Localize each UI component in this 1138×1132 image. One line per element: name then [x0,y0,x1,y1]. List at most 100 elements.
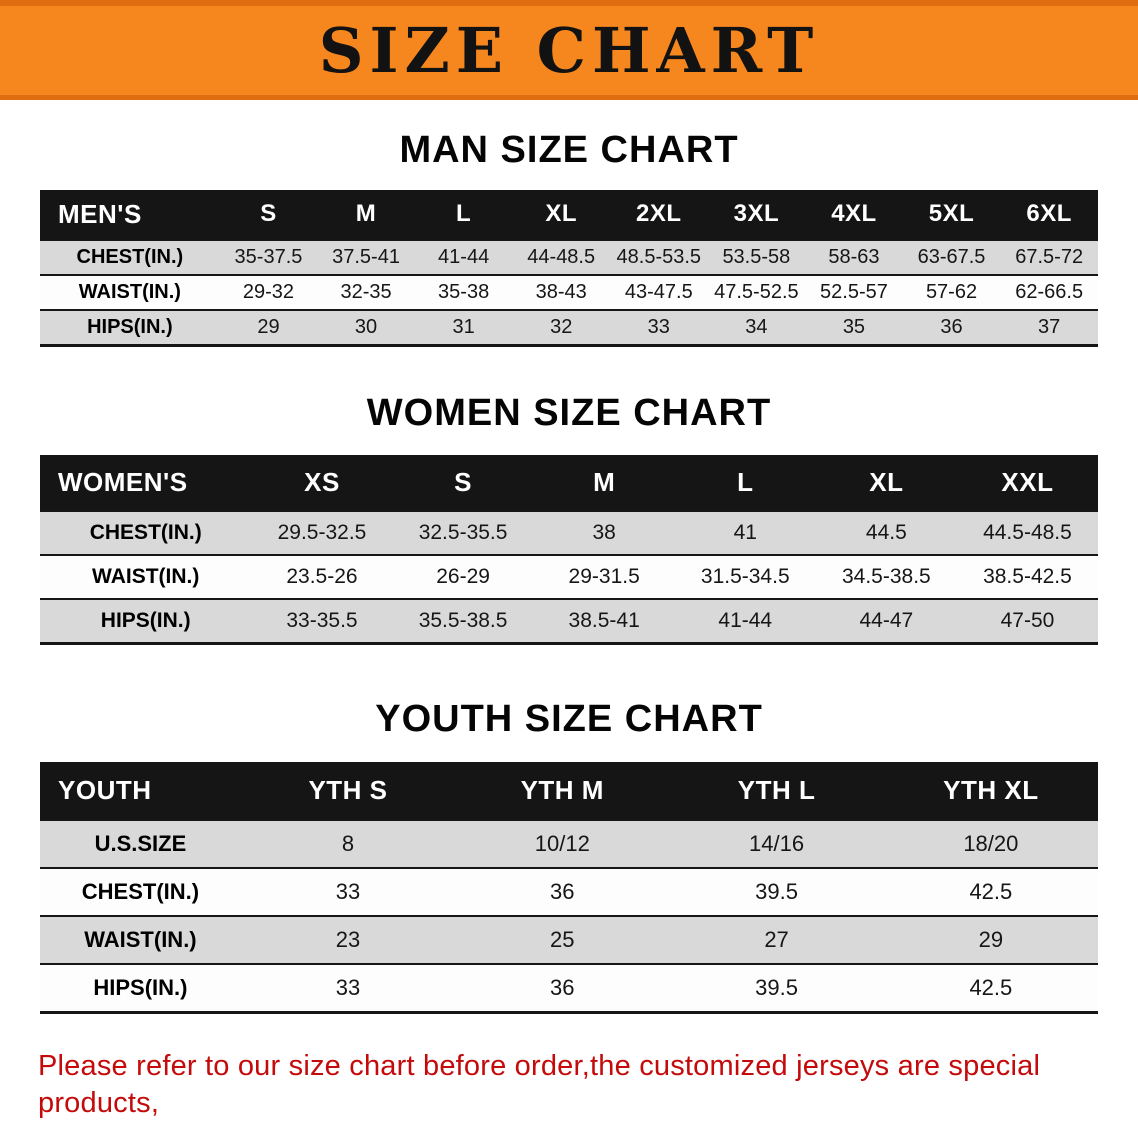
table-cell: 42.5 [883,963,1098,1015]
table-cell: 10/12 [455,819,670,869]
table-cell: 8 [240,819,456,869]
size-table: MEN'S S M L XL 2XL 3XL 4XL 5XL 6XL CHEST(IN.) 35-37… [40,189,1098,347]
size-column-header: XS [251,454,393,511]
size-column-header: YTH S [240,762,456,821]
row-label: WAIST(IN.) [40,553,252,599]
table-cell: 26-29 [392,553,534,599]
table-cell: 27 [669,915,884,965]
size-column-header: S [219,189,318,240]
table-row: WAIST(IN.) 23.5-26 26-29 29-31.5 31.5-34.5 34… [40,553,1098,599]
row-label: CHEST(IN.) [40,867,241,917]
size-column-header: 4XL [805,189,903,240]
table-row: CHEST(IN.) 33 36 39.5 42.5 [40,867,1098,917]
disclaimer: Please refer to our size chart before or… [38,1048,1100,1132]
size-column-header: 3XL [707,189,806,240]
women-size-chart-section: WOMEN SIZE CHART WOMEN'S XS S M L XL XXL CHEST(… [0,392,1138,645]
disclaimer-line-2: we don't accept cancel, change, teturn o… [38,1127,1100,1132]
table-cell: 38.5-42.5 [956,553,1098,599]
table-cell: 35-37.5 [219,238,318,275]
table-cell: 35-38 [414,273,513,310]
table-cell: 18/20 [883,819,1098,869]
table-cell: 30 [317,308,415,347]
table-cell: 29 [219,308,318,347]
table-cell: 43-47.5 [610,273,708,310]
table-cell: 33 [240,867,456,917]
table-cell: 29.5-32.5 [251,509,393,555]
table-cell: 62-66.5 [1000,273,1098,310]
table-cell: 44-47 [815,597,957,645]
table-cell: 41-44 [674,597,816,645]
table-cell: 44.5 [815,509,957,555]
size-column-header: YTH XL [883,762,1098,821]
table-cell: 35.5-38.5 [392,597,534,645]
row-label: HIPS(IN.) [40,308,220,347]
table-cell: 57-62 [902,273,1001,310]
table-cell: 42.5 [883,867,1098,917]
row-label: CHEST(IN.) [40,509,252,555]
table-cell: 37 [1000,308,1098,347]
youth-size-chart-section: YOUTH SIZE CHART YOUTH YTH S YTH M YTH L YTH… [0,697,1138,1015]
table-cell: 36 [902,308,1001,347]
size-column-header: S [392,454,534,511]
table-header-row: YOUTH YTH S YTH M YTH L YTH XL [40,762,1098,821]
table-cell: 41-44 [414,238,513,275]
table-cell: 36 [455,963,670,1015]
table-cell: 38-43 [512,273,610,310]
table-cell: 25 [455,915,670,965]
table-cell: 47-50 [956,597,1098,645]
table-cell: 31.5-34.5 [674,553,816,599]
size-table: WOMEN'S XS S M L XL XXL CHEST(IN.) 29.5-32.5 32.5… [40,454,1098,645]
table-cell: 47.5-52.5 [707,273,806,310]
table-cell: 29-32 [219,273,318,310]
table-cell: 32.5-35.5 [392,509,534,555]
men-size-table: MEN'S S M L XL 2XL 3XL 4XL 5XL 6XL CHEST(IN.) 35-37… [40,189,1098,347]
table-header-row: MEN'S S M L XL 2XL 3XL 4XL 5XL 6XL [40,189,1098,240]
table-cell: 44.5-48.5 [956,509,1098,555]
page-title: SIZE CHART [318,13,820,87]
row-label: WAIST(IN.) [40,915,241,965]
table-cell: 48.5-53.5 [610,238,708,275]
table-cell: 33-35.5 [251,597,393,645]
table-cell: 52.5-57 [805,273,903,310]
table-row: HIPS(IN.) 33-35.5 35.5-38.5 38.5-41 41-44 44-… [40,597,1098,645]
size-column-header: 6XL [1000,189,1098,240]
size-column-header: L [674,454,816,511]
size-table: YOUTH YTH S YTH M YTH L YTH XL U.S.SIZE 8 10/12… [40,762,1098,1015]
youth-size-table: YOUTH YTH S YTH M YTH L YTH XL U.S.SIZE 8 10/12… [40,762,1098,1015]
table-header-row: WOMEN'S XS S M L XL XXL [40,454,1098,511]
size-column-header: 2XL [610,189,708,240]
table-cell: 38.5-41 [533,597,675,645]
table-cell: 29 [883,915,1098,965]
size-column-header: L [414,189,513,240]
table-cell: 38 [533,509,675,555]
table-corner-header: YOUTH [40,762,241,821]
table-cell: 14/16 [669,819,884,869]
row-label: CHEST(IN.) [40,238,220,275]
size-column-header: M [317,189,415,240]
table-cell: 32-35 [317,273,415,310]
table-cell: 32 [512,308,610,347]
men-size-chart-section: MAN SIZE CHART MEN'S S M L XL 2XL 3XL 4XL 5XL 6XL… [0,129,1138,347]
table-cell: 34 [707,308,806,347]
table-row: HIPS(IN.) 33 36 39.5 42.5 [40,963,1098,1015]
table-cell: 33 [610,308,708,347]
table-corner-header: MEN'S [40,189,220,240]
youth-section-heading: YOUTH SIZE CHART [375,697,763,740]
table-cell: 31 [414,308,513,347]
size-column-header: XXL [956,454,1098,511]
row-label: HIPS(IN.) [40,963,241,1015]
size-column-header: YTH L [669,762,884,821]
table-cell: 23.5-26 [251,553,393,599]
table-cell: 36 [455,867,670,917]
banner: SIZE CHART [0,0,1138,100]
table-cell: 35 [805,308,903,347]
table-cell: 41 [674,509,816,555]
table-cell: 29-31.5 [533,553,675,599]
table-row: HIPS(IN.) 29 30 31 32 33 34 35 36 37 [40,308,1098,347]
row-label: WAIST(IN.) [40,273,220,310]
table-cell: 63-67.5 [902,238,1001,275]
row-label: HIPS(IN.) [40,597,252,645]
size-column-header: XL [815,454,957,511]
size-column-header: XL [512,189,610,240]
